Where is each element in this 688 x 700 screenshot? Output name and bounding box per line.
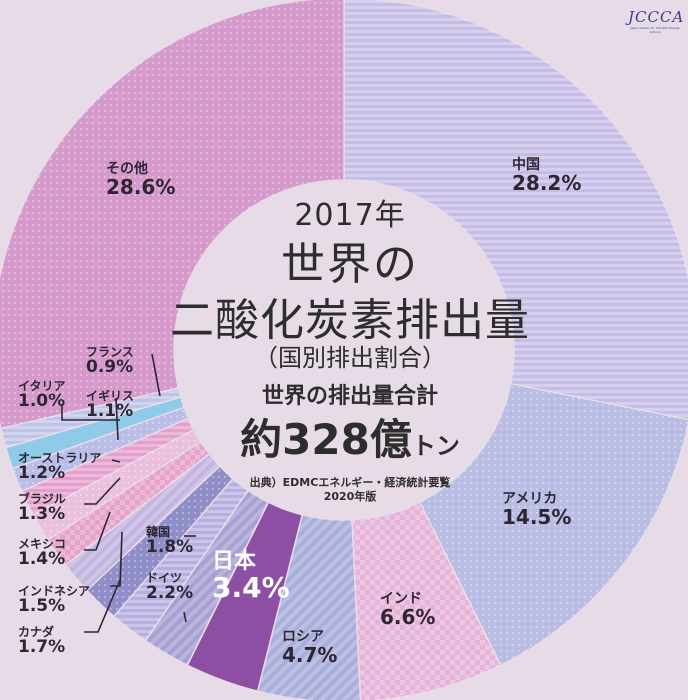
label-indonesia-name: インドネシア (18, 584, 91, 598)
label-japan-name: 日本 (212, 549, 257, 574)
label-australia: オーストラリア 1.2% (18, 452, 101, 482)
label-brazil: ブラジル 1.3% (18, 493, 66, 523)
donut-hole (174, 180, 514, 520)
label-brazil-value: 1.3% (18, 503, 66, 524)
source-note: 出典）EDMCエネルギー・経済統計要覧 2020年版 (160, 476, 540, 504)
label-italy-value: 1.0% (18, 390, 66, 411)
label-mexico-name: メキシコ (18, 537, 67, 551)
label-germany-value: 2.2% (146, 582, 194, 603)
jccca-logo: JCCCA Japan Center for Climate Change Ac… (628, 8, 685, 34)
leader-line-1 (61, 404, 120, 421)
label-italy: イタリア 1.0% (18, 380, 66, 410)
label-australia-value: 1.2% (18, 462, 66, 483)
label-russia: ロシア 4.7% (282, 630, 337, 666)
label-mexico-value: 1.4% (18, 548, 66, 569)
label-china-name: 中国 (512, 157, 540, 173)
center-title-line2: 二酸化炭素排出量 (170, 295, 530, 346)
label-brazil-name: ブラジル (18, 492, 66, 506)
source-line-1: 出典）EDMCエネルギー・経済統計要覧 (249, 476, 451, 489)
slice-texture-5 (145, 490, 269, 666)
label-korea-name: 韓国 (146, 525, 171, 539)
label-canada-name: カナダ (18, 625, 55, 639)
leader-line-2 (115, 397, 119, 441)
label-australia-name: オーストラリア (18, 451, 102, 465)
center-subtitle: （国別排出割合） (254, 344, 446, 372)
label-usa: アメリカ 14.5% (502, 492, 571, 528)
total-prefix: 約 (240, 415, 283, 464)
slice-texture-7 (86, 466, 233, 617)
label-indonesia: インドネシア 1.5% (18, 585, 90, 615)
slice-texture-15 (0, 0, 344, 429)
leader-line-4 (84, 477, 121, 505)
label-china: 中国 28.2% (512, 158, 581, 194)
slice-texture-2 (352, 502, 501, 700)
total-value: 328億 (282, 415, 412, 464)
slice-texture-0 (344, 0, 688, 420)
label-india-value: 6.6% (380, 604, 436, 629)
source-line-2: 2020年版 (323, 490, 377, 503)
label-others: その他 28.6% (106, 162, 175, 198)
leader-line-3 (111, 459, 121, 463)
leader-line-7 (84, 579, 121, 633)
slice-texture-14 (0, 387, 181, 448)
label-usa-name: アメリカ (502, 491, 558, 507)
label-russia-name: ロシア (282, 629, 324, 645)
label-germany: ドイツ 2.2% (146, 572, 193, 602)
label-china-value: 28.2% (512, 170, 582, 195)
logo-text: JCCCA (628, 8, 685, 26)
label-france-value: 0.9% (86, 356, 134, 377)
center-title-line1: 世界の (281, 239, 419, 290)
total-label: 世界の排出量合計 (261, 384, 438, 409)
label-germany-name: ドイツ (146, 571, 183, 585)
label-others-value: 28.6% (106, 174, 176, 199)
label-korea: 韓国 1.8% (146, 526, 193, 556)
label-uk-value: 1.1% (86, 400, 134, 421)
label-france-name: フランス (86, 345, 134, 359)
leader-lines (61, 353, 196, 633)
total-value-row: 約328億トン (160, 406, 540, 467)
slice-texture-3 (257, 514, 361, 700)
leader-line-6 (110, 531, 123, 587)
total-unit: トン (411, 432, 460, 460)
label-india-name: インド (380, 591, 422, 607)
slice-texture-10 (33, 429, 201, 540)
label-indonesia-value: 1.5% (18, 595, 66, 616)
label-france: フランス 0.9% (86, 346, 134, 376)
slice-texture-12 (12, 407, 189, 492)
center-year: 2017年 (294, 198, 406, 233)
label-mexico: メキシコ 1.4% (18, 538, 66, 568)
label-india: インド 6.6% (380, 592, 435, 628)
leader-line-9 (183, 611, 187, 623)
label-usa-value: 14.5% (502, 504, 572, 529)
label-japan: 日本 3.4% (212, 549, 290, 605)
slice-texture-6 (113, 478, 249, 641)
label-korea-value: 1.8% (146, 536, 194, 557)
leader-line-5 (84, 511, 111, 551)
slice-texture-11 (21, 418, 194, 516)
label-russia-value: 4.7% (282, 642, 338, 667)
label-japan-value: 3.4% (212, 571, 290, 605)
slice-texture-8 (65, 453, 220, 591)
label-canada-value: 1.7% (18, 636, 66, 657)
logo-subtext: Japan Center for Climate Change Actions (630, 26, 680, 34)
slice-texture-1 (419, 383, 688, 666)
label-uk: イギリス 1.1% (86, 390, 134, 420)
slice-texture-9 (47, 441, 210, 566)
label-uk-name: イギリス (86, 389, 135, 403)
leader-line-0 (151, 353, 161, 397)
label-others-name: その他 (106, 161, 148, 177)
label-italy-name: イタリア (18, 379, 66, 393)
label-canada: カナダ 1.7% (18, 626, 65, 656)
